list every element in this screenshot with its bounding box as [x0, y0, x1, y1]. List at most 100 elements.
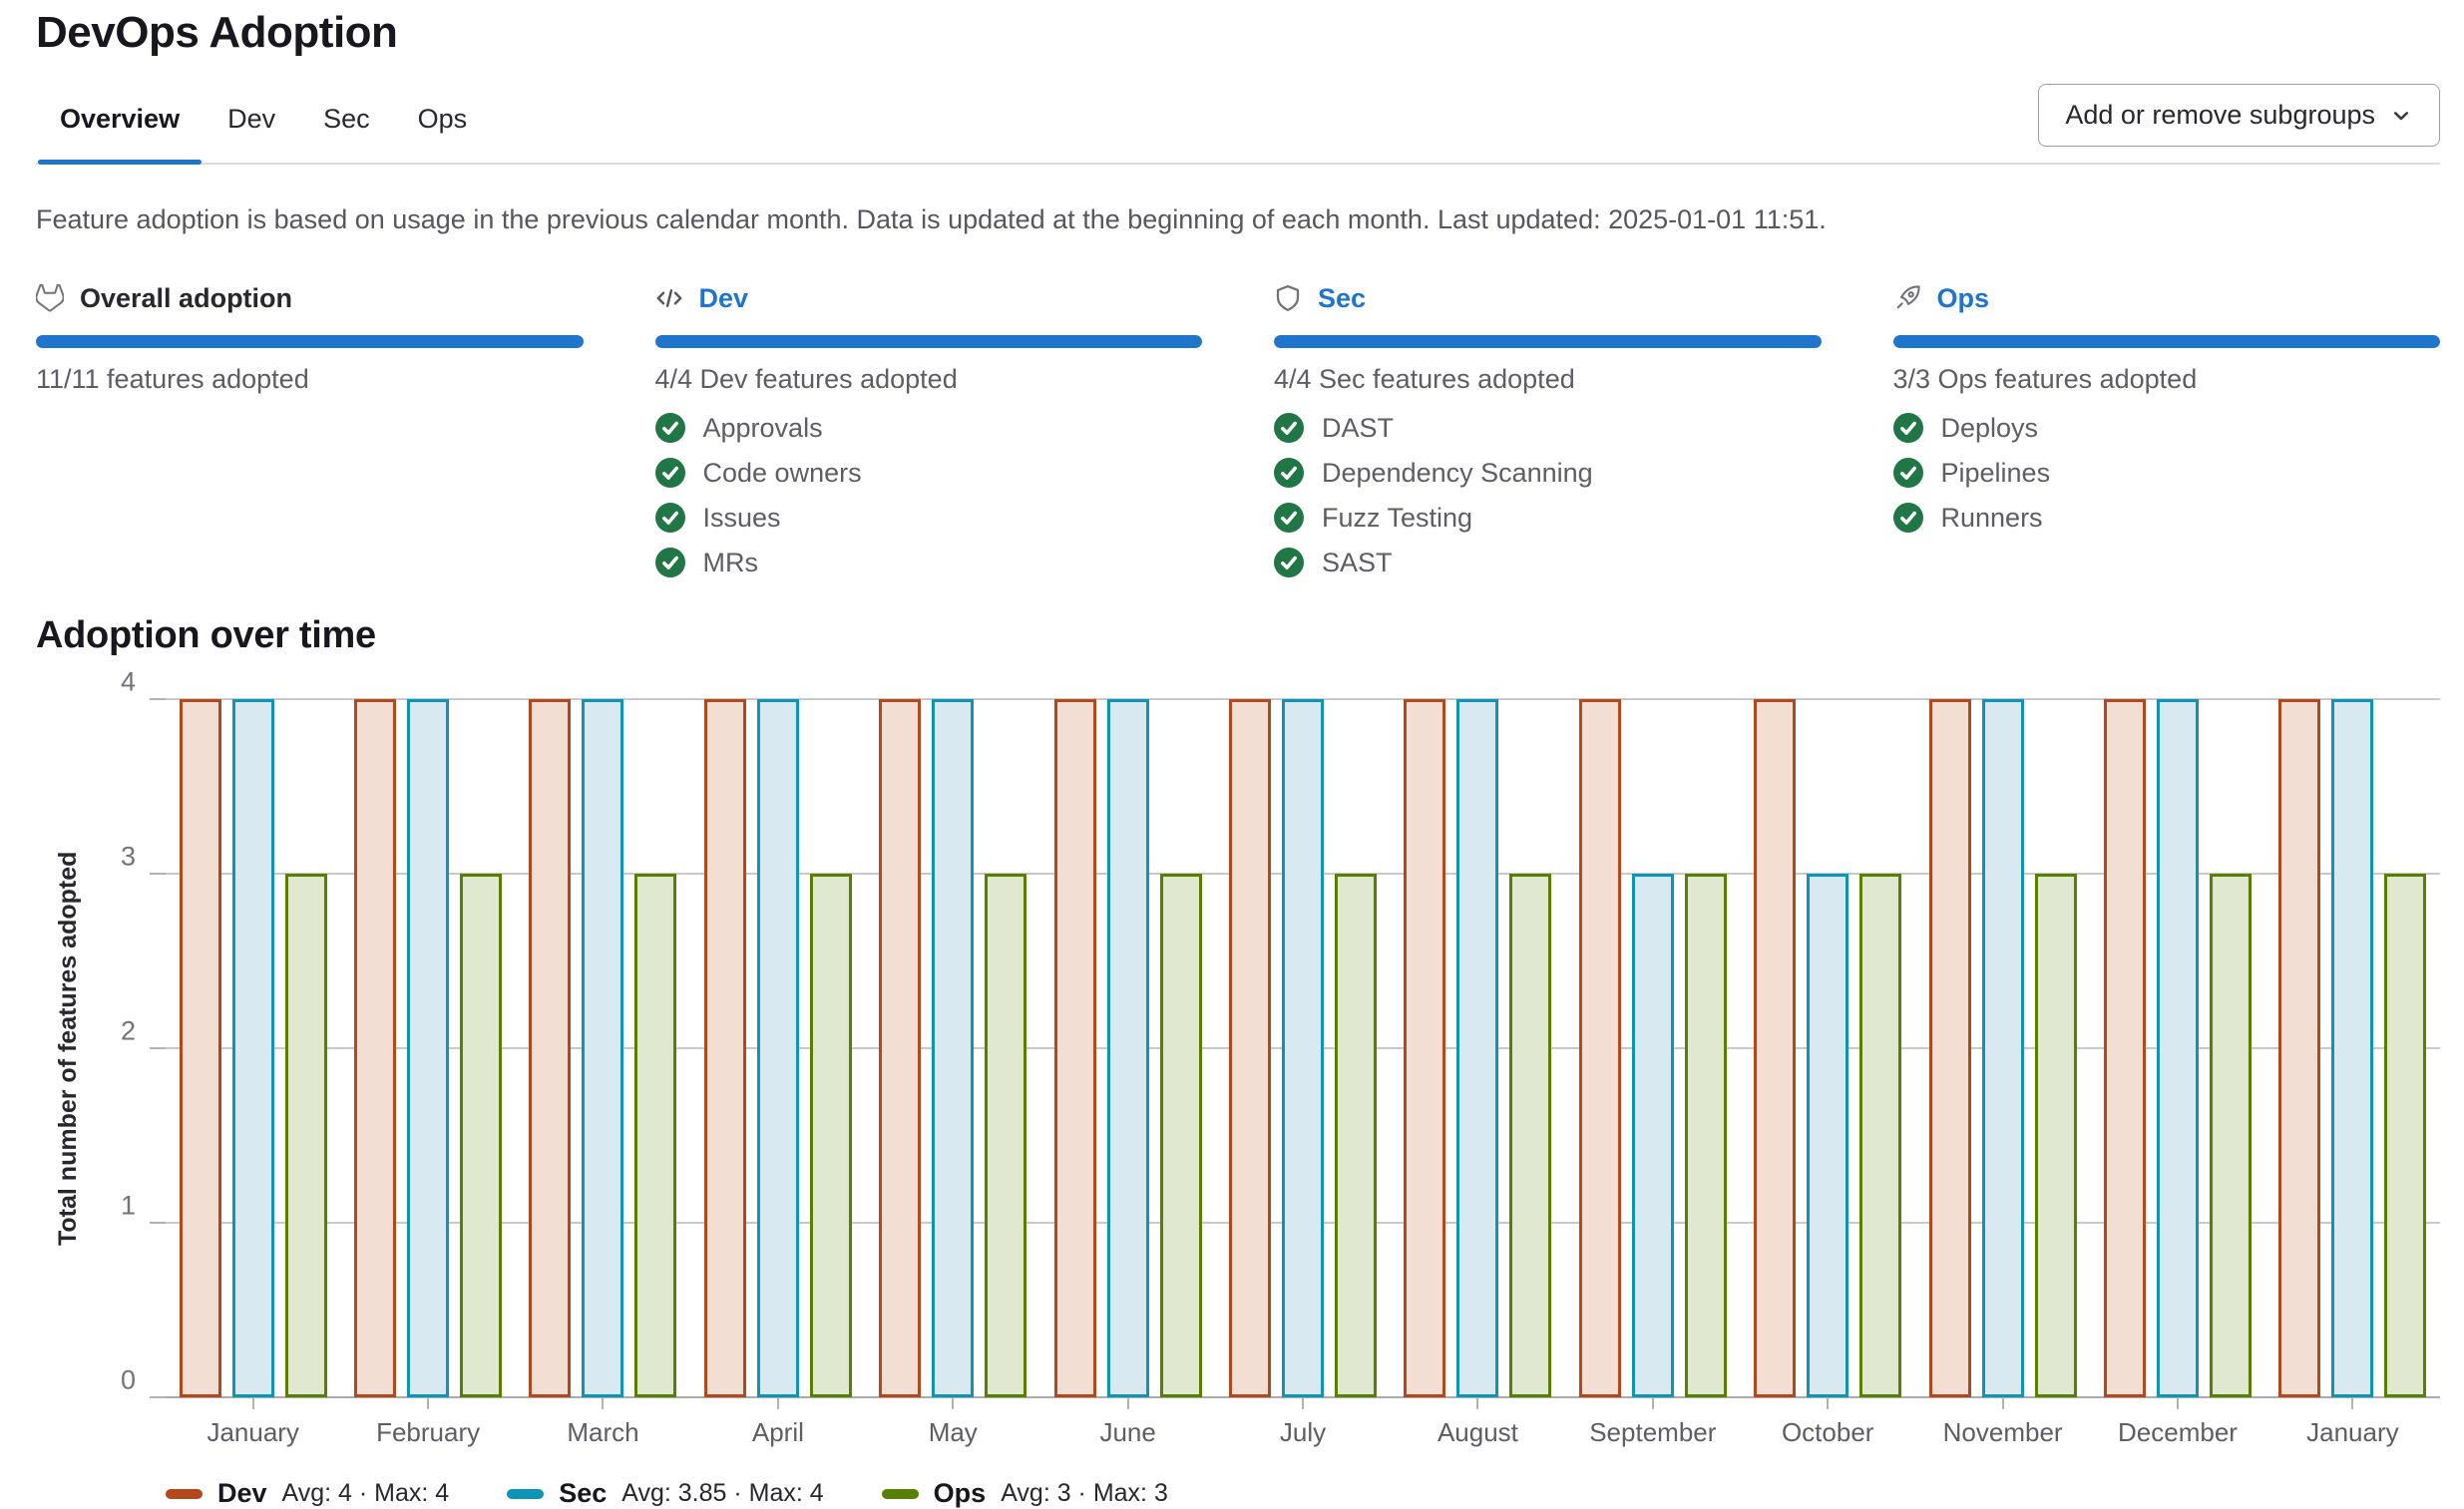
- bar-dev-may-4[interactable]: [879, 699, 922, 1397]
- adoption-card-dev: Dev 4/4 Dev features adopted Approvals Code…: [654, 281, 1203, 588]
- bar-sec-february-1[interactable]: [407, 699, 450, 1397]
- bar-ops-september-8[interactable]: [1684, 874, 1727, 1397]
- card-title-sec[interactable]: Sec: [1318, 282, 1367, 313]
- x-tick-label-8: September: [1589, 1417, 1717, 1447]
- feature-item: Code owners: [654, 454, 1203, 492]
- bar-ops-march-2[interactable]: [634, 874, 677, 1397]
- bar-ops-december-11[interactable]: [2209, 874, 2252, 1397]
- bar-dev-december-11[interactable]: [2103, 699, 2146, 1397]
- legend-stats-dev: Avg: 4 · Max: 4: [281, 1479, 450, 1507]
- feature-list-dev: Approvals Code owners Issues MRs: [654, 409, 1203, 581]
- legend-name-dev: Dev: [217, 1478, 267, 1508]
- check-circle-icon: [1892, 503, 1923, 533]
- check-circle-icon: [1892, 458, 1923, 488]
- bar-dev-march-2[interactable]: [529, 699, 572, 1397]
- tab-dev[interactable]: Dev: [204, 88, 299, 163]
- month-group-january-12: [2265, 699, 2440, 1397]
- bar-ops-april-3[interactable]: [809, 874, 852, 1397]
- adoption-caption-overall: 11/11 features adopted: [36, 364, 309, 394]
- bar-ops-october-9[interactable]: [1859, 874, 1902, 1397]
- x-slot-1: February: [340, 1397, 515, 1448]
- tab-overview[interactable]: Overview: [36, 88, 204, 165]
- bar-sec-april-3[interactable]: [756, 699, 799, 1397]
- bar-sec-december-11[interactable]: [2156, 699, 2199, 1397]
- feature-item: Dependency Scanning: [1274, 454, 1822, 492]
- add-remove-subgroups-button[interactable]: Add or remove subgroups: [2038, 84, 2440, 147]
- x-tick-mark: [1126, 1397, 1129, 1409]
- x-slot-9: October: [1741, 1397, 1915, 1448]
- x-tick-label-2: March: [567, 1417, 639, 1447]
- bar-sec-july-6[interactable]: [1282, 699, 1325, 1397]
- adoption-caption-ops: 3/3 Ops features adopted: [1892, 364, 2198, 394]
- bar-dev-january-0[interactable]: [179, 699, 221, 1397]
- chevron-down-icon: [2389, 104, 2413, 128]
- bar-sec-june-5[interactable]: [1106, 699, 1149, 1397]
- bar-sec-january-12[interactable]: [2331, 699, 2374, 1397]
- month-group-april-3: [690, 699, 865, 1397]
- bar-sec-january-0[interactable]: [231, 699, 274, 1397]
- chart-legend: Dev Avg: 4 · Max: 4 Sec Avg: 3.85 · Max: 4 O…: [166, 1478, 2440, 1509]
- card-title-overall: Overall adoption: [80, 282, 293, 313]
- bar-sec-august-7[interactable]: [1456, 699, 1499, 1397]
- x-tick-label-7: August: [1437, 1417, 1518, 1447]
- bar-dev-august-7[interactable]: [1404, 699, 1446, 1397]
- bar-sec-march-2[interactable]: [582, 699, 624, 1397]
- bar-sec-may-4[interactable]: [932, 699, 975, 1397]
- feature-label: Runners: [1940, 502, 2043, 533]
- bar-ops-january-12[interactable]: [2384, 874, 2427, 1397]
- bar-ops-january-0[interactable]: [284, 874, 327, 1397]
- legend-stats-sec: Avg: 3.85 · Max: 4: [621, 1479, 824, 1507]
- bar-ops-july-6[interactable]: [1335, 874, 1378, 1397]
- check-circle-icon: [654, 503, 685, 533]
- x-tick-mark: [2351, 1397, 2354, 1409]
- card-title-ops[interactable]: Ops: [1936, 282, 1990, 313]
- x-slot-12: January: [2265, 1397, 2440, 1448]
- y-tick-mark: [150, 873, 166, 875]
- check-circle-icon: [1274, 458, 1304, 488]
- bar-dev-june-5[interactable]: [1053, 699, 1096, 1397]
- adoption-card-sec: Sec 4/4 Sec features adopted DAST Dependenc…: [1274, 281, 1822, 588]
- legend-swatch-dev: [166, 1488, 203, 1499]
- bar-dev-january-12[interactable]: [2278, 699, 2321, 1397]
- tab-ops[interactable]: Ops: [394, 88, 492, 163]
- x-slot-2: March: [516, 1397, 690, 1448]
- bar-dev-february-1[interactable]: [354, 699, 397, 1397]
- bar-sec-november-10[interactable]: [1981, 699, 2024, 1397]
- legend-item-sec[interactable]: Sec Avg: 3.85 · Max: 4: [507, 1478, 824, 1509]
- legend-stats-ops: Avg: 3 · Max: 3: [1001, 1479, 1168, 1507]
- legend-name-sec: Sec: [559, 1478, 608, 1508]
- bar-dev-april-3[interactable]: [703, 699, 746, 1397]
- feature-list-ops: Deploys Pipelines Runners: [1892, 409, 2441, 537]
- card-title-dev[interactable]: Dev: [698, 282, 749, 313]
- adoption-cards: Overall adoption 11/11 features adopted De…: [36, 281, 2440, 588]
- bar-ops-may-4[interactable]: [985, 874, 1027, 1397]
- tab-bar: Overview Dev Sec Ops: [36, 88, 492, 165]
- y-tick-mark: [150, 698, 166, 700]
- bar-ops-august-7[interactable]: [1509, 874, 1552, 1397]
- rocket-icon: [1893, 284, 1921, 312]
- month-group-june-5: [1040, 699, 1215, 1397]
- legend-item-ops[interactable]: Ops Avg: 3 · Max: 3: [881, 1478, 1168, 1509]
- bar-sec-october-9[interactable]: [1807, 874, 1849, 1397]
- x-tick-mark: [776, 1397, 779, 1409]
- x-tick-label-5: June: [1099, 1417, 1156, 1447]
- legend-name-ops: Ops: [933, 1478, 987, 1508]
- bar-sec-september-8[interactable]: [1631, 874, 1674, 1397]
- x-tick-mark: [251, 1397, 254, 1409]
- feature-item: Runners: [1892, 499, 2441, 537]
- feature-label: Deploys: [1940, 412, 2039, 443]
- code-icon: [655, 284, 683, 312]
- feature-item: Pipelines: [1892, 454, 2441, 492]
- tab-sec[interactable]: Sec: [299, 88, 394, 163]
- bar-dev-july-6[interactable]: [1229, 699, 1272, 1397]
- bar-dev-october-9[interactable]: [1754, 699, 1797, 1397]
- bar-ops-february-1[interactable]: [460, 874, 503, 1397]
- x-tick-mark: [952, 1397, 955, 1409]
- legend-item-dev[interactable]: Dev Avg: 4 · Max: 4: [166, 1478, 449, 1509]
- bar-ops-november-10[interactable]: [2034, 874, 2077, 1397]
- bar-ops-june-5[interactable]: [1159, 874, 1202, 1397]
- x-slot-10: November: [1915, 1397, 2090, 1448]
- bar-dev-november-10[interactable]: [1928, 699, 1971, 1397]
- adoption-progress-overall: [36, 335, 584, 348]
- bar-dev-september-8[interactable]: [1578, 699, 1621, 1397]
